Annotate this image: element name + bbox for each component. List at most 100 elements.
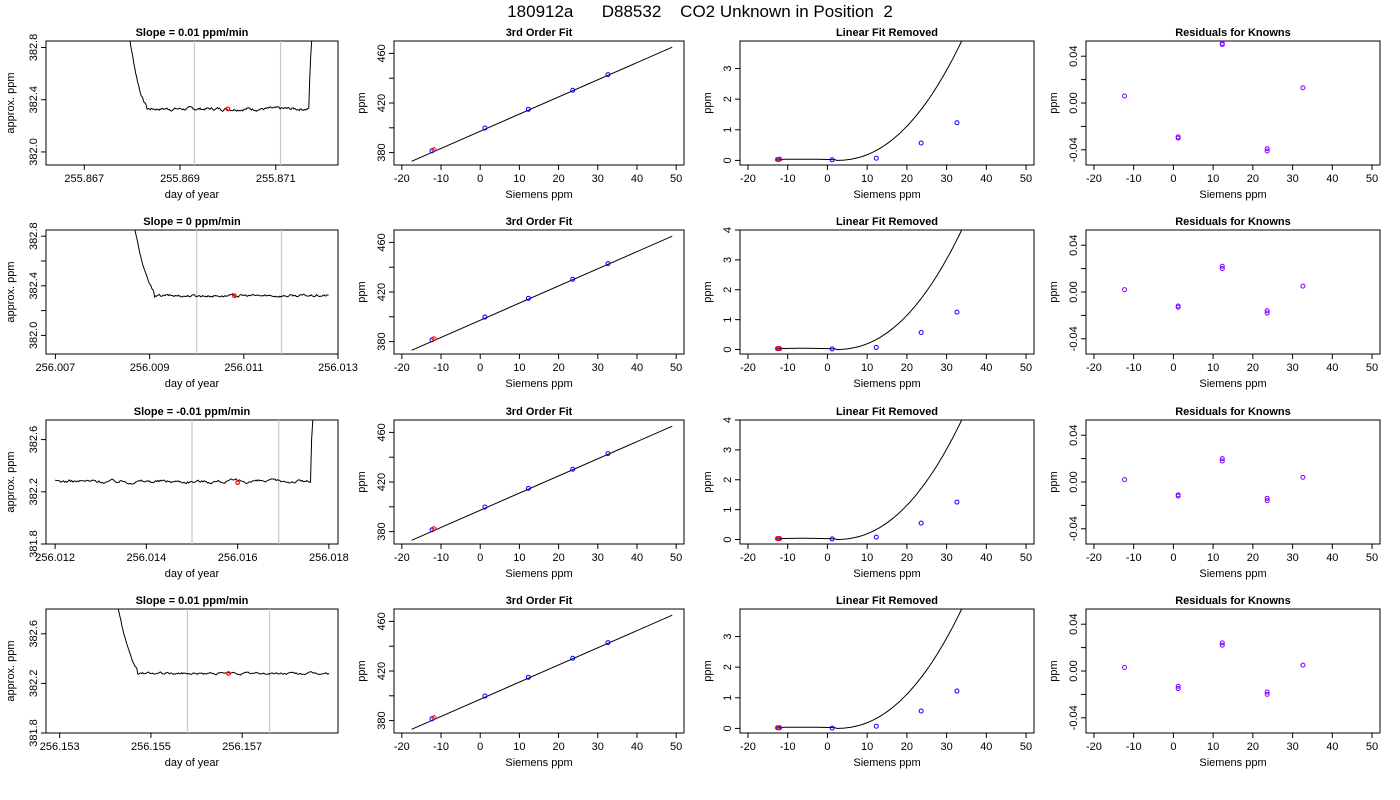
plot-area [411, 46, 673, 162]
panel-time-series-row-4: Slope = 0.01 ppm/min 256.153 256.155 256.15… [5, 595, 339, 769]
plot-frame [739, 229, 1035, 355]
known-point [525, 295, 531, 301]
x-tick-label: 256.011 [224, 362, 263, 374]
unknown-point [431, 336, 437, 342]
known-point [482, 314, 488, 320]
plot-frame [393, 608, 685, 734]
x-axis-label: Siemens ppm [505, 568, 572, 580]
y-tick-label: 3 [722, 447, 734, 453]
panel-title: Slope = 0.01 ppm/min [136, 595, 249, 607]
sample-marker [225, 106, 231, 112]
plot-frame [1085, 229, 1381, 355]
y-tick-label: 420 [376, 473, 388, 491]
y-tick-label: 0.00 [1068, 471, 1080, 492]
y-tick-label: -0.04 [1068, 137, 1080, 162]
x-tick-label: 30 [1286, 173, 1298, 185]
x-tick-label: 255.867 [64, 173, 104, 185]
x-tick-label: 50 [670, 362, 682, 374]
x-tick-label: 40 [631, 552, 643, 564]
residual-point [1219, 642, 1225, 648]
panel-title: Linear Fit Removed [836, 27, 938, 39]
x-tick-label: 50 [670, 741, 682, 753]
y-axis-label: ppm [1048, 92, 1060, 113]
residual-point [1219, 266, 1225, 272]
known-point [918, 708, 924, 714]
x-tick-label: 20 [552, 173, 564, 185]
x-tick-label: 256.153 [40, 741, 80, 753]
x-tick-label: 20 [901, 362, 913, 374]
x-axis-label: day of year [165, 568, 220, 580]
residual-point [1219, 456, 1225, 462]
x-tick-label: 50 [1020, 173, 1032, 185]
x-tick-label: -20 [740, 552, 756, 564]
x-tick-label: 0 [1170, 362, 1176, 374]
y-axis-label: ppm [356, 92, 368, 113]
x-axis-label: Siemens ppm [853, 757, 920, 769]
residual-point [1264, 148, 1270, 154]
fit-line [411, 614, 673, 730]
y-tick-label: 0 [722, 346, 734, 352]
y-tick-label: 0.04 [1068, 45, 1080, 66]
panel-linear-removed-row-3: Linear Fit Removed-20 -10 0 10 20 30 40 50Sieme… [702, 406, 1035, 580]
y-tick-label: 420 [376, 94, 388, 112]
known-point [570, 655, 576, 661]
x-tick-label: -20 [394, 362, 410, 374]
y-tick-label: 382.8 [28, 34, 40, 62]
x-tick-label: 0 [477, 552, 483, 564]
residual-point [1175, 135, 1181, 141]
y-tick-label: 1 [722, 317, 734, 323]
trace-line [134, 230, 329, 299]
y-tick-label: 382.8 [28, 222, 40, 250]
y-axis-label: approx. ppm [5, 640, 17, 701]
known-point [525, 106, 531, 112]
x-axis-label: Siemens ppm [1199, 189, 1266, 201]
y-axis-label: ppm [702, 660, 714, 681]
known-point [918, 520, 924, 526]
panel-fit-row-3: 3rd Order Fit -20 -10 0 10 20 30 40 50 Siemens pp… [356, 406, 685, 580]
x-tick-label: 10 [1207, 741, 1219, 753]
x-tick-label: 256.014 [126, 552, 166, 564]
x-tick-label: -20 [740, 173, 756, 185]
x-axis-label: day of year [165, 189, 220, 201]
y-axis-label: ppm [1048, 281, 1060, 302]
plot-frame [45, 40, 339, 166]
y-axis-label: ppm [702, 281, 714, 302]
panel-residuals-row-4: Residuals for Knowns -20 -10 0 10 20 30 40 50 Sie… [1048, 595, 1381, 769]
residual-point [1264, 498, 1270, 504]
trace-line [117, 609, 330, 676]
x-axis-label: day of year [165, 378, 220, 390]
x-tick-label: 10 [1207, 362, 1219, 374]
x-tick-label: 40 [631, 362, 643, 374]
known-point [482, 504, 488, 510]
residual-point [1122, 477, 1128, 483]
known-point [954, 499, 960, 505]
y-tick-label: 0.00 [1068, 92, 1080, 113]
x-tick-label: 50 [1020, 552, 1032, 564]
panel-residuals-row-1: Residuals for Knowns -20 -10 0 10 20 30 40 50 Sie… [1048, 27, 1381, 201]
y-tick-label: 382.4 [28, 272, 40, 300]
panel-title: 3rd Order Fit [506, 406, 573, 418]
panel-linear-removed-row-4: Linear Fit Removed-20 -10 0 10 20 30 40 50Sieme… [702, 595, 1035, 769]
residual-point [1264, 691, 1270, 697]
y-tick-label: 4 [722, 417, 734, 423]
x-tick-label: 40 [1326, 552, 1338, 564]
y-axis-label: approx. ppm [5, 72, 17, 133]
x-tick-label: 10 [861, 173, 873, 185]
residual-point [1300, 283, 1306, 289]
x-tick-label: 256.157 [222, 741, 262, 753]
plot-area [774, 609, 963, 731]
panel-fit-row-4: 3rd Order Fit -20 -10 0 10 20 30 40 50 Siemens pp… [356, 595, 685, 769]
x-tick-label: -10 [433, 741, 449, 753]
y-tick-label: 0.04 [1068, 424, 1080, 445]
x-tick-label: 20 [1247, 173, 1259, 185]
x-tick-label: -20 [740, 741, 756, 753]
x-axis-label: Siemens ppm [505, 378, 572, 390]
x-tick-label: -20 [1086, 552, 1102, 564]
known-point [829, 346, 835, 352]
y-tick-label: 3 [722, 65, 734, 71]
plot-frame [393, 40, 685, 166]
x-tick-label: 30 [1286, 552, 1298, 564]
x-tick-label: 256.016 [218, 552, 258, 564]
x-tick-label: 10 [861, 552, 873, 564]
